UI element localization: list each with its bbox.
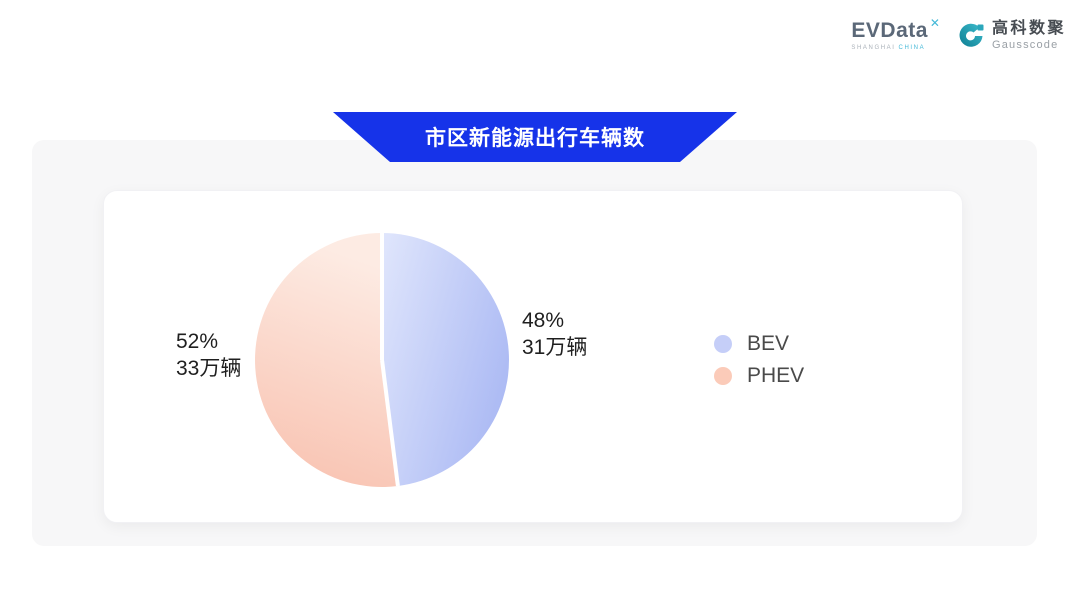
legend-dot-bev (714, 334, 732, 353)
evdata-x-icon: ✕ (929, 16, 940, 30)
chart-card: 48% 31万辆 52% 33万辆 BEV PHEV (103, 190, 963, 523)
bev-percent-label: 48% (522, 309, 565, 332)
title-banner: 市区新能源出行车辆数 (333, 112, 737, 162)
pie-slice-phev[interactable] (255, 233, 398, 487)
gausscode-cn-name: 高科数聚 (991, 19, 1066, 37)
header-logos: EVData ✕ SHANGHAI CHINA 高科数聚 Gausscode (851, 16, 1066, 51)
evdata-wordmark: EVData (851, 19, 928, 42)
evdata-logo: EVData ✕ SHANGHAI CHINA (851, 16, 940, 51)
gausscode-en-name: Gausscode (991, 38, 1059, 51)
gausscode-icon (959, 23, 984, 47)
phev-slice-label: 52% 33万辆 (176, 328, 241, 382)
legend-label-phev: PHEV (747, 363, 805, 387)
pie-slice-bev[interactable] (382, 233, 510, 486)
gausscode-logo: 高科数聚 Gausscode (956, 19, 1066, 51)
bev-slice-label: 48% 31万辆 (522, 307, 587, 361)
phev-count-label: 33万辆 (176, 357, 242, 380)
legend-label-bev: BEV (747, 331, 790, 355)
phev-percent-label: 52% (176, 330, 219, 353)
pie-divider (380, 359, 400, 487)
legend-dot-phev (714, 366, 732, 385)
evdata-subtext: SHANGHAI CHINA (851, 45, 926, 51)
banner-title: 市区新能源出行车辆数 (425, 127, 645, 150)
pie-chart[interactable] (252, 230, 512, 490)
legend-item-bev[interactable]: BEV (714, 330, 804, 357)
pie-chart-area (252, 230, 512, 490)
bev-count-label: 31万辆 (522, 336, 588, 359)
chart-legend: BEV PHEV (714, 330, 804, 389)
legend-item-phev[interactable]: PHEV (714, 362, 804, 389)
